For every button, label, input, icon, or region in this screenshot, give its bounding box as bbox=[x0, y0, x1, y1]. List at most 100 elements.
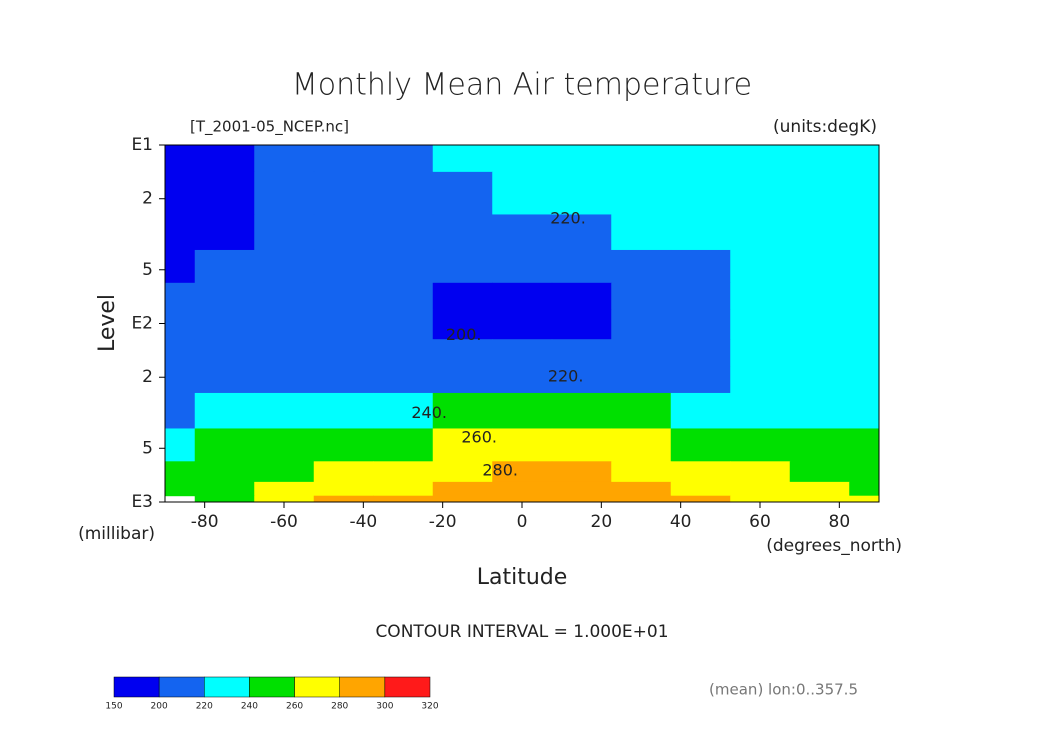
contour-cell bbox=[670, 495, 731, 503]
contour-cell bbox=[254, 339, 315, 367]
contour-cell bbox=[313, 171, 374, 215]
contour-cell bbox=[611, 249, 672, 284]
contour-cell bbox=[373, 366, 434, 394]
contour-cell bbox=[611, 339, 672, 367]
contour-cell bbox=[165, 428, 196, 462]
colorbar-label: 280 bbox=[331, 702, 348, 712]
contour-cell bbox=[730, 145, 791, 173]
contour-cell bbox=[789, 309, 850, 340]
contour-cell bbox=[194, 214, 255, 251]
colorbar-swatch bbox=[339, 676, 386, 698]
contour-cell bbox=[730, 392, 791, 429]
contour-cell bbox=[611, 309, 672, 340]
x-tick-label: -80 bbox=[191, 512, 219, 532]
contour-cell bbox=[670, 392, 731, 429]
contour-cell bbox=[194, 495, 255, 503]
contour-cell bbox=[789, 461, 850, 483]
contour-cell bbox=[165, 461, 196, 483]
contour-cell bbox=[432, 214, 493, 251]
contour-cell bbox=[313, 392, 374, 429]
contour-cell bbox=[611, 366, 672, 394]
contour-cell bbox=[165, 282, 196, 311]
contour-cell bbox=[492, 392, 553, 429]
colorbar-label: 200 bbox=[151, 702, 168, 712]
contour-cell bbox=[670, 481, 731, 497]
contour-cell bbox=[492, 339, 553, 367]
contour-cell bbox=[373, 282, 434, 311]
contour-cell bbox=[432, 461, 493, 483]
contour-cell bbox=[611, 481, 672, 497]
contour-cell bbox=[789, 481, 850, 497]
x-tick-label: 0 bbox=[517, 512, 528, 532]
contour-cell bbox=[849, 428, 880, 462]
contour-cell bbox=[730, 366, 791, 394]
contour-cell bbox=[492, 249, 553, 284]
contour-cell bbox=[730, 249, 791, 284]
y-tick-label: 2 bbox=[142, 367, 153, 387]
contour-cell bbox=[194, 428, 255, 462]
contour-cell bbox=[849, 392, 880, 429]
colorbar-swatch bbox=[204, 676, 250, 698]
contour-cell bbox=[551, 481, 612, 497]
colorbar-label: 240 bbox=[241, 702, 258, 712]
contour-cell bbox=[165, 249, 196, 284]
contour-cell bbox=[492, 366, 553, 394]
contour-cell bbox=[165, 366, 196, 394]
contour-cell bbox=[551, 145, 612, 173]
y-tick-label: E3 bbox=[131, 492, 153, 512]
contour-cell bbox=[313, 214, 374, 251]
contour-cell bbox=[849, 171, 880, 215]
contour-cell bbox=[165, 171, 196, 215]
colorbar-swatch bbox=[249, 676, 295, 698]
contour-cell bbox=[551, 339, 612, 367]
contour-cell bbox=[313, 339, 374, 367]
contour-cell bbox=[313, 282, 374, 311]
contour-cell bbox=[373, 145, 434, 173]
contour-cell bbox=[670, 249, 731, 284]
contour-cell bbox=[313, 428, 374, 462]
contour-cell bbox=[789, 171, 850, 215]
y-tick-label: E1 bbox=[131, 135, 153, 155]
contour-cell bbox=[194, 145, 255, 173]
contour-cell bbox=[373, 309, 434, 340]
x-tick-label: -40 bbox=[349, 512, 377, 532]
contour-cell bbox=[551, 282, 612, 311]
contour-cell bbox=[789, 214, 850, 251]
y-axis-label: Level bbox=[95, 294, 120, 352]
contour-cell bbox=[194, 366, 255, 394]
colorbar-label: 320 bbox=[421, 702, 438, 712]
contour-cell bbox=[492, 309, 553, 340]
contour-cell bbox=[611, 214, 672, 251]
contour-cell bbox=[730, 428, 791, 462]
contour-cell bbox=[611, 392, 672, 429]
contour-cell bbox=[730, 282, 791, 311]
contour-cell bbox=[194, 392, 255, 429]
contour-cell bbox=[432, 428, 493, 462]
contour-cell bbox=[254, 309, 315, 340]
contour-cell bbox=[611, 171, 672, 215]
contour-cell bbox=[432, 249, 493, 284]
contour-cell bbox=[730, 481, 791, 497]
contour-cell bbox=[670, 428, 731, 462]
contour-cell bbox=[849, 461, 880, 483]
x-axis-label: Latitude bbox=[477, 565, 568, 590]
contour-label: 220. bbox=[548, 367, 584, 386]
contour-cell bbox=[254, 428, 315, 462]
contour-cell bbox=[373, 339, 434, 367]
contour-cell bbox=[492, 481, 553, 497]
x-tick-label: 60 bbox=[749, 512, 771, 532]
contour-cell bbox=[373, 249, 434, 284]
contour-cell bbox=[849, 495, 880, 503]
contour-field bbox=[165, 145, 880, 503]
contour-cell bbox=[373, 461, 434, 483]
contour-cell bbox=[313, 309, 374, 340]
contour-cell bbox=[611, 495, 672, 503]
contour-cell bbox=[551, 428, 612, 462]
contour-cell bbox=[670, 309, 731, 340]
contour-cell bbox=[373, 495, 434, 503]
contour-cell bbox=[849, 309, 880, 340]
contour-cell bbox=[849, 249, 880, 284]
y-tick-label: 5 bbox=[142, 438, 153, 458]
contour-cell bbox=[849, 214, 880, 251]
subtitle: [T_2001-05_NCEP.nc] bbox=[190, 118, 349, 137]
